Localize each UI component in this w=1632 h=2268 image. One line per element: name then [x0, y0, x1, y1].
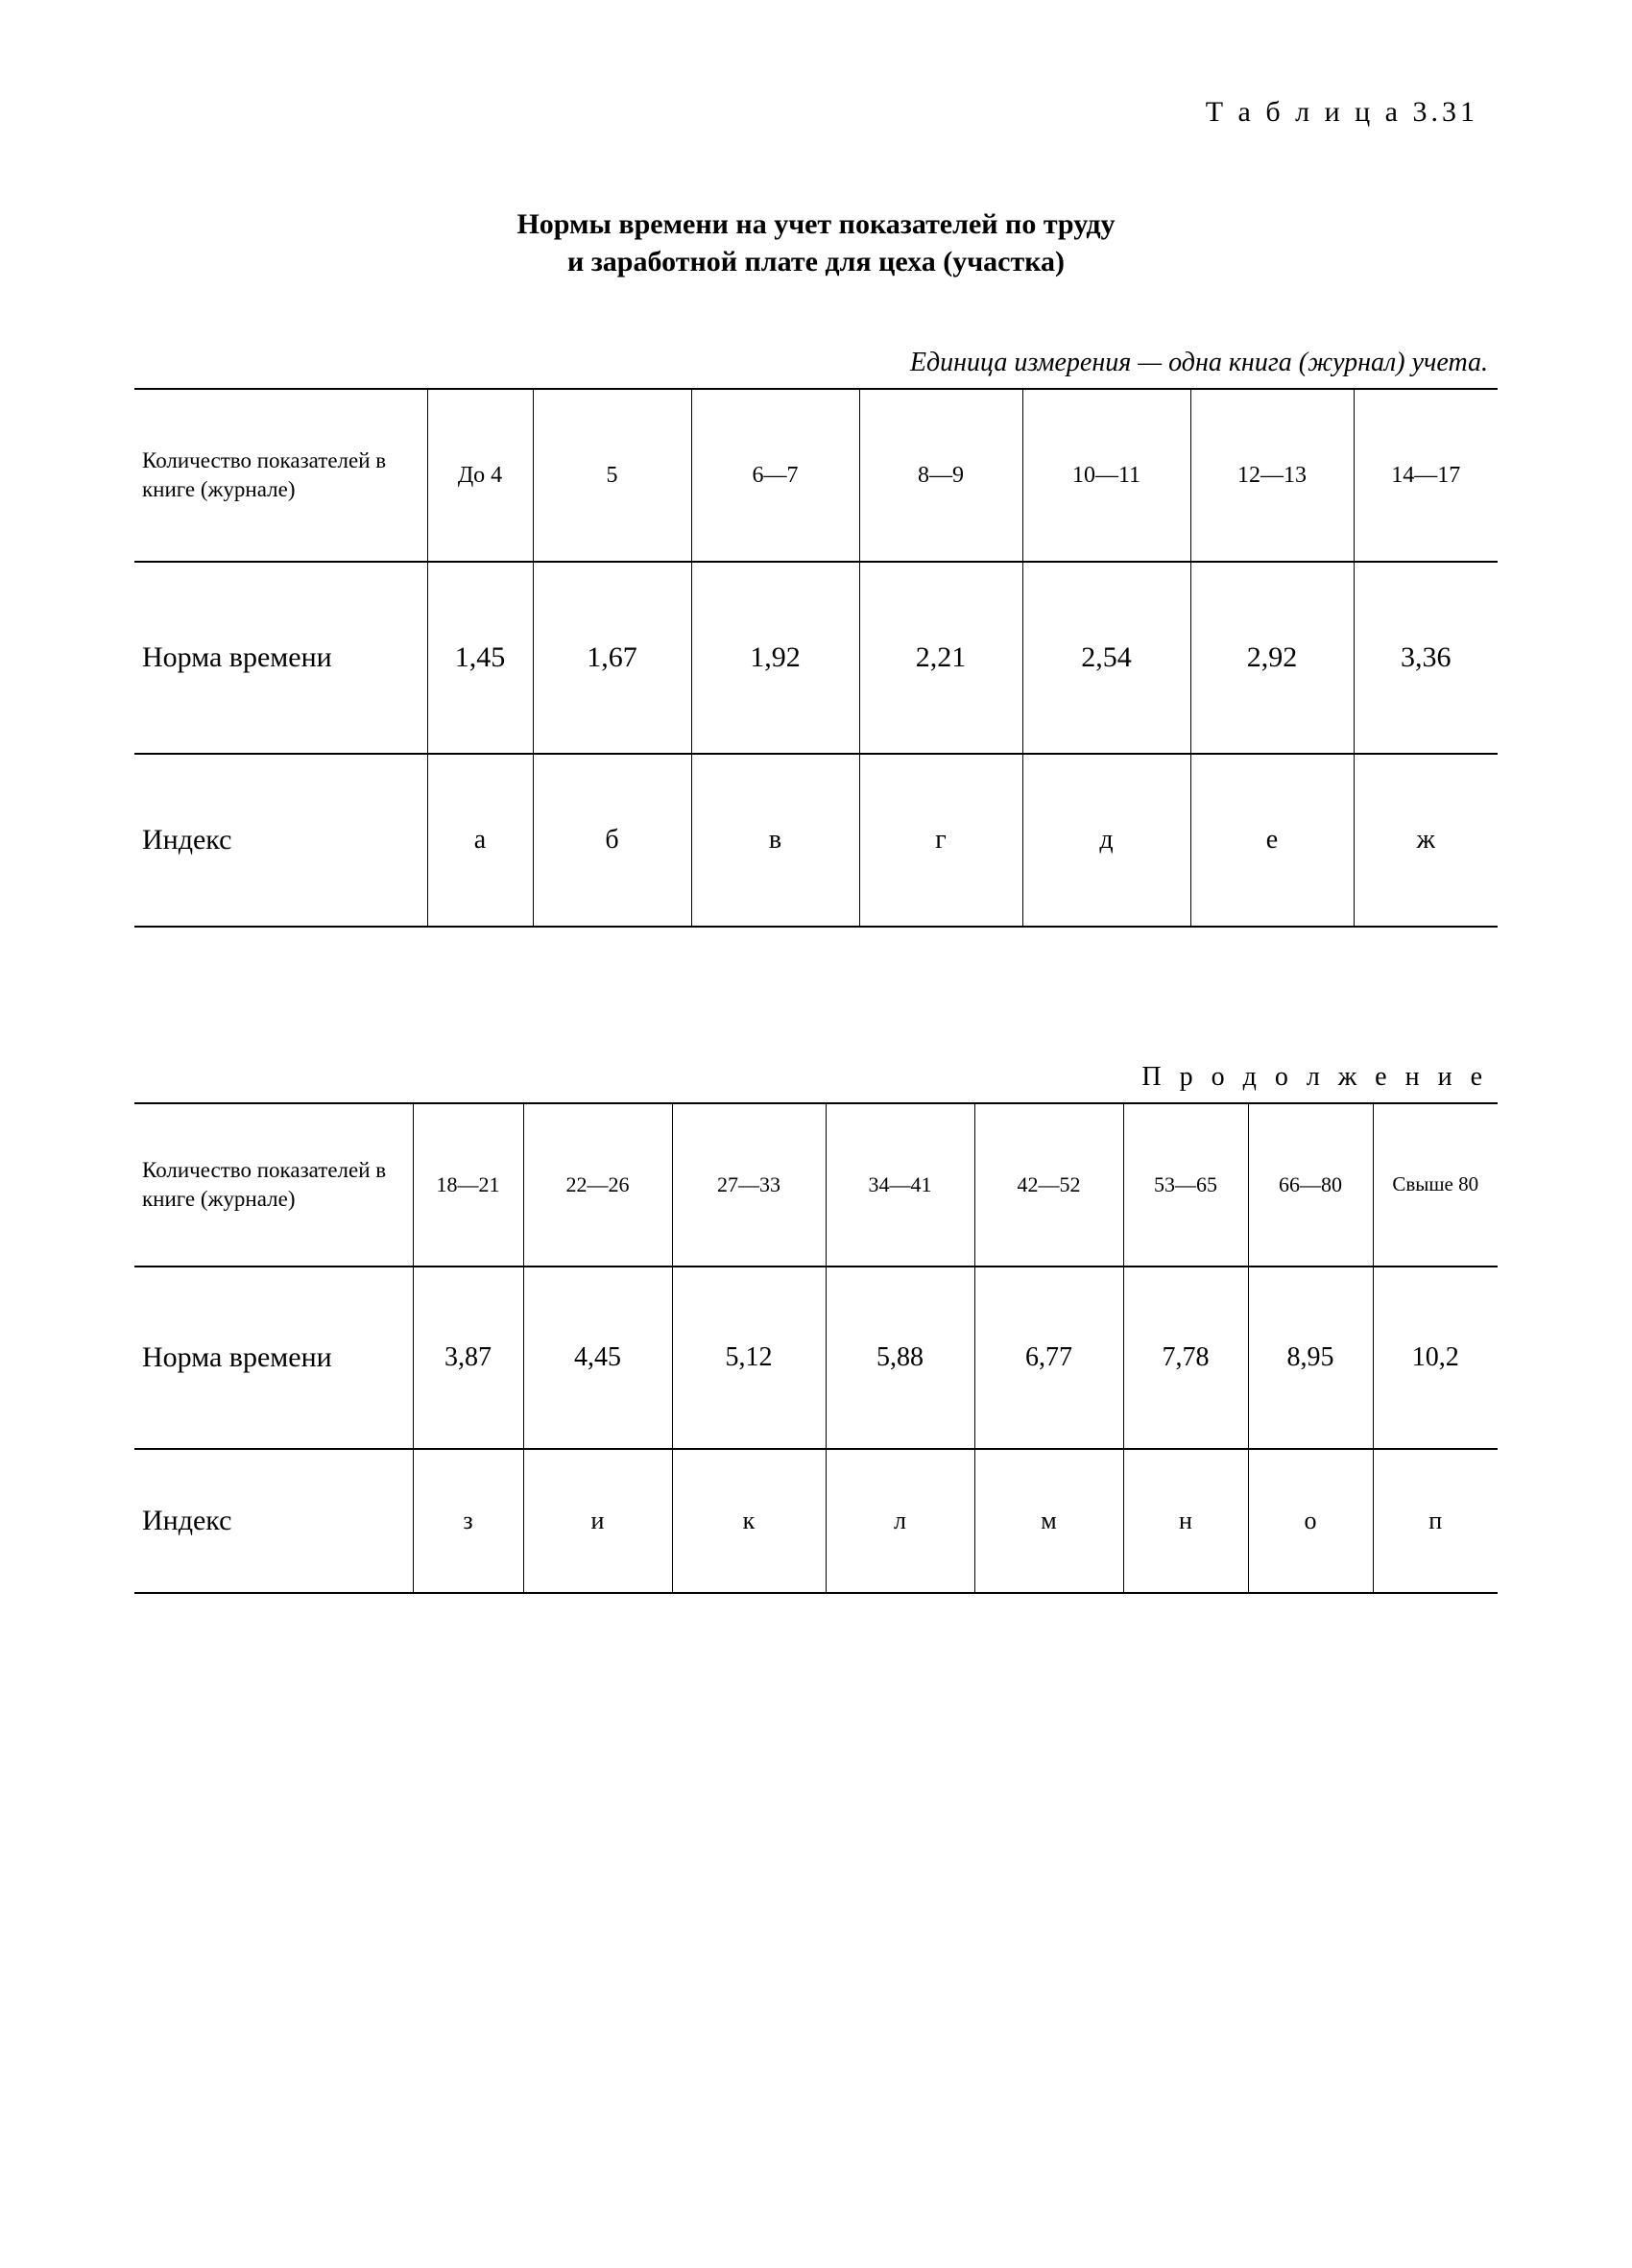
page-title: Нормы времени на учет показателей по тру…	[134, 205, 1498, 280]
row-label-time: Норма времени	[134, 1267, 413, 1449]
count-cell: 8—9	[859, 389, 1022, 562]
time-cell: 7,78	[1123, 1267, 1248, 1449]
time-cell: 1,45	[427, 562, 533, 754]
row-label-count: Количество показателей в книге (журнале)	[134, 1103, 413, 1267]
count-cell: 12—13	[1190, 389, 1354, 562]
continuation-label: П р о д о л ж е н и е	[134, 1062, 1498, 1093]
table-row: Норма времени 1,45 1,67 1,92 2,21 2,54 2…	[134, 562, 1498, 754]
time-cell: 2,92	[1190, 562, 1354, 754]
index-cell: е	[1190, 754, 1354, 927]
count-cell: 14—17	[1354, 389, 1498, 562]
count-cell: 34—41	[826, 1103, 974, 1267]
index-cell: а	[427, 754, 533, 927]
row-label-time: Норма времени	[134, 562, 427, 754]
count-cell: 66—80	[1248, 1103, 1373, 1267]
time-cell: 10,2	[1373, 1267, 1498, 1449]
index-cell: д	[1022, 754, 1190, 927]
time-cell: 8,95	[1248, 1267, 1373, 1449]
count-cell: 53—65	[1123, 1103, 1248, 1267]
index-cell: б	[533, 754, 691, 927]
time-cell: 4,45	[523, 1267, 672, 1449]
title-line-1: Нормы времени на учет показателей по тру…	[516, 208, 1115, 240]
index-cell: к	[672, 1449, 826, 1593]
time-cell: 5,88	[826, 1267, 974, 1449]
norms-table-part-2: Количество показателей в книге (журнале)…	[134, 1102, 1498, 1594]
index-cell: г	[859, 754, 1022, 927]
index-cell: н	[1123, 1449, 1248, 1593]
time-cell: 3,36	[1354, 562, 1498, 754]
title-line-2: и заработной плате для цеха (участка)	[567, 246, 1065, 277]
count-cell: 18—21	[413, 1103, 523, 1267]
time-cell: 3,87	[413, 1267, 523, 1449]
index-cell: м	[974, 1449, 1123, 1593]
count-cell: 10—11	[1022, 389, 1190, 562]
index-cell: з	[413, 1449, 523, 1593]
count-cell: Свыше 80	[1373, 1103, 1498, 1267]
time-cell: 1,92	[691, 562, 859, 754]
table-row: Количество показателей в книге (журнале)…	[134, 389, 1498, 562]
count-cell: 5	[533, 389, 691, 562]
time-cell: 2,54	[1022, 562, 1190, 754]
count-cell: 22—26	[523, 1103, 672, 1267]
index-cell: в	[691, 754, 859, 927]
norms-table-part-1: Количество показателей в книге (журнале)…	[134, 388, 1498, 928]
row-label-count: Количество показателей в книге (журнале)	[134, 389, 427, 562]
count-cell: 6—7	[691, 389, 859, 562]
count-cell: 27—33	[672, 1103, 826, 1267]
index-cell: и	[523, 1449, 672, 1593]
time-cell: 2,21	[859, 562, 1022, 754]
row-label-index: Индекс	[134, 1449, 413, 1593]
time-cell: 1,67	[533, 562, 691, 754]
table-row: Индекс а б в г д е ж	[134, 754, 1498, 927]
count-cell: До 4	[427, 389, 533, 562]
unit-of-measure-note: Единица измерения — одна книга (журнал) …	[134, 348, 1498, 378]
table-row: Количество показателей в книге (журнале)…	[134, 1103, 1498, 1267]
table-row: Индекс з и к л м н о п	[134, 1449, 1498, 1593]
table-row: Норма времени 3,87 4,45 5,12 5,88 6,77 7…	[134, 1267, 1498, 1449]
row-label-index: Индекс	[134, 754, 427, 927]
time-cell: 5,12	[672, 1267, 826, 1449]
index-cell: л	[826, 1449, 974, 1593]
count-cell: 42—52	[974, 1103, 1123, 1267]
index-cell: п	[1373, 1449, 1498, 1593]
table-number-label: Т а б л и ц а 3.31	[134, 96, 1498, 129]
index-cell: ж	[1354, 754, 1498, 927]
time-cell: 6,77	[974, 1267, 1123, 1449]
index-cell: о	[1248, 1449, 1373, 1593]
